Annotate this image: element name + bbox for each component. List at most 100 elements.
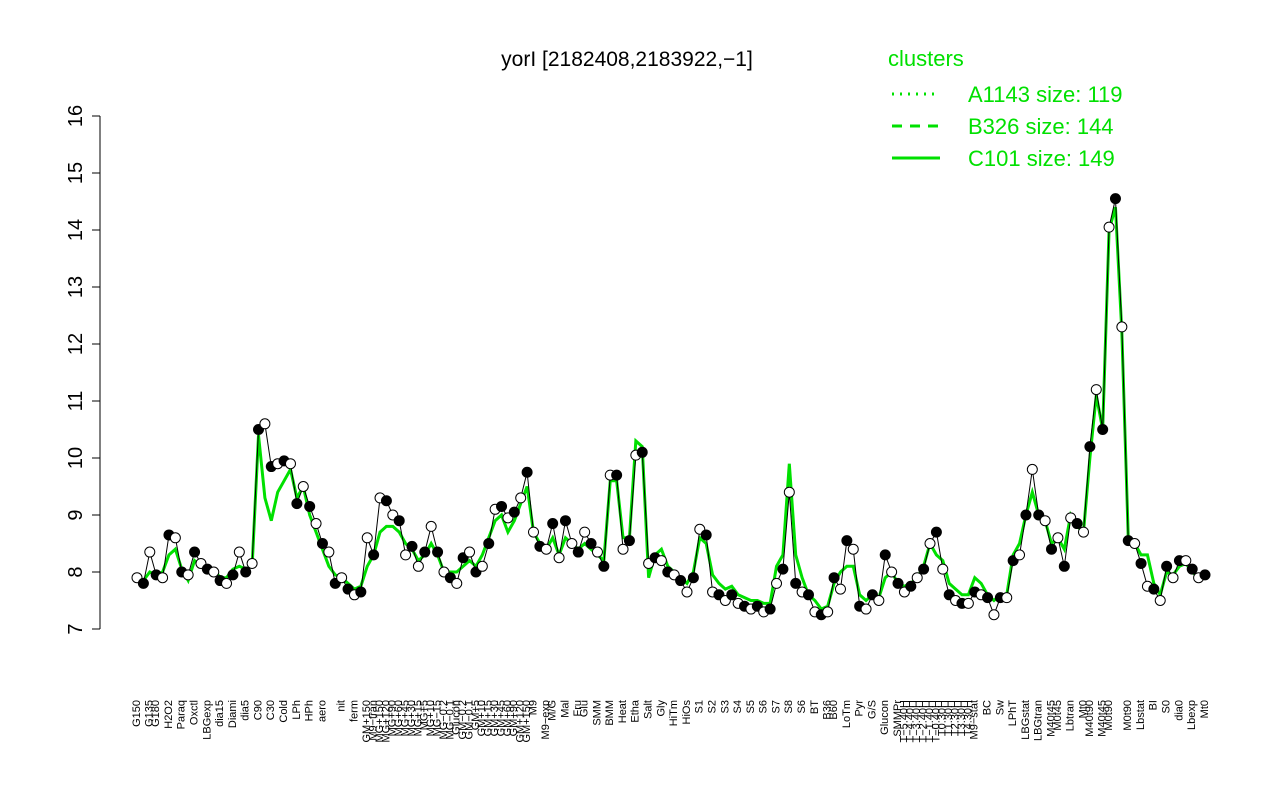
data-point [406, 540, 418, 552]
x-tick-label: T2.30H [949, 700, 961, 736]
data-point [451, 577, 463, 589]
x-tick-label: BMM [604, 700, 616, 726]
x-tick-label: M0t45 [1052, 700, 1064, 731]
data-point [802, 589, 814, 601]
data-point [553, 552, 565, 564]
x-tick-label: G135 [144, 700, 156, 727]
x-tick-label: T−5.40H [898, 700, 910, 743]
data-point [1071, 518, 1083, 530]
x-tick-label: MG+60 [393, 700, 405, 736]
data-line [136, 198, 1206, 617]
x-tick-label: Lbtran [1065, 700, 1077, 731]
x-tick-label: G180 [150, 700, 162, 727]
data-point [189, 546, 201, 558]
x-tick-label: GM+120 [515, 700, 527, 743]
x-tick-label: M40t90 [1084, 700, 1096, 737]
x-tick-label: S3 [719, 700, 731, 713]
x-tick-label: LBGexp [201, 700, 213, 740]
data-point [515, 492, 527, 504]
data-point [1026, 463, 1038, 475]
x-tick-label: MG+10 [425, 700, 437, 736]
x-tick-label: G/S [866, 700, 878, 719]
x-tick-label: GM+90 [508, 700, 520, 736]
x-tick-label: Pyr [854, 700, 866, 717]
data-point [157, 572, 169, 584]
x-tick-label: S7 [770, 700, 782, 713]
legend-label: B326 size: 144 [968, 114, 1114, 139]
x-tick-label: GM+45 [495, 700, 507, 736]
data-point [361, 532, 373, 544]
data-point [547, 518, 559, 530]
data-point [623, 535, 635, 547]
x-tick-label: H2O2 [163, 700, 175, 729]
y-tick-label: 10 [65, 447, 87, 469]
data-point [828, 572, 840, 584]
data-point [636, 446, 648, 458]
x-tick-label: GM+5 [470, 700, 482, 730]
x-tick-label: Diami [227, 700, 239, 728]
x-tick-label: LPh [291, 700, 303, 720]
x-tick-label: MG−0.2 [438, 700, 450, 739]
data-point [1109, 193, 1121, 205]
data-point [259, 418, 271, 430]
data-point [860, 603, 872, 615]
data-point [687, 572, 699, 584]
x-tick-label: ferm [348, 700, 360, 722]
data-point [355, 586, 367, 598]
data-point [291, 498, 303, 510]
y-tick-label: 14 [65, 219, 87, 241]
data-point [1186, 563, 1198, 575]
data-point [368, 549, 380, 561]
x-tick-label: GM+150 [361, 700, 373, 743]
x-tick-label: M/G [547, 700, 559, 721]
data-point [930, 526, 942, 538]
x-tick-label: MG+150 [374, 700, 386, 743]
data-point [726, 589, 738, 601]
x-tick-label: MG+90 [387, 700, 399, 736]
x-tick-label: dia5 [240, 700, 252, 721]
data-point [393, 515, 405, 527]
data-point [137, 577, 149, 589]
y-tick-label: 16 [65, 105, 87, 127]
data-point [1014, 549, 1026, 561]
data-point [483, 538, 495, 549]
x-tick-label: Fru [572, 700, 584, 717]
data-point [169, 532, 181, 544]
data-point [1001, 592, 1013, 604]
x-tick-label: M9−stat [969, 700, 981, 739]
data-point [1046, 543, 1058, 555]
data-point [208, 566, 220, 578]
x-tick-label: T−2.40H [918, 700, 930, 743]
x-tick-label: MG+30 [406, 700, 418, 736]
x-tick-label: LBGtran [1033, 700, 1045, 741]
x-tick-label: M9−tran [368, 700, 380, 741]
data-point [419, 546, 431, 558]
x-tick-label: Mt0 [1199, 700, 1211, 718]
x-tick-label: S4 [732, 700, 744, 713]
data-point [918, 563, 930, 575]
data-point [1167, 572, 1179, 584]
x-tick-label: M40t45 [1045, 700, 1057, 737]
x-tick-label: Salt [643, 700, 655, 719]
data-point [700, 529, 712, 541]
x-tick-label: HiTm [668, 700, 680, 726]
data-point [521, 466, 533, 478]
x-tick-label: LBGstat [1020, 700, 1032, 740]
x-tick-label: SMM [591, 700, 603, 726]
data-point [380, 495, 392, 507]
data-point [1103, 221, 1115, 233]
x-tick-label: S5 [745, 700, 757, 713]
data-point [1039, 515, 1051, 527]
x-tick-label: M9 [527, 700, 539, 715]
x-tick-label: GM+30 [489, 700, 501, 736]
y-tick-label: 7 [65, 623, 87, 634]
x-tick-label: G150 [131, 700, 143, 727]
data-point [962, 597, 974, 609]
x-tick-label: nit [336, 700, 348, 712]
data-point [585, 538, 597, 549]
x-tick-label: SMMPr [892, 700, 904, 737]
x-tick-label: T−1.40H [924, 700, 936, 743]
data-point [1020, 509, 1032, 521]
data-point [783, 486, 795, 498]
